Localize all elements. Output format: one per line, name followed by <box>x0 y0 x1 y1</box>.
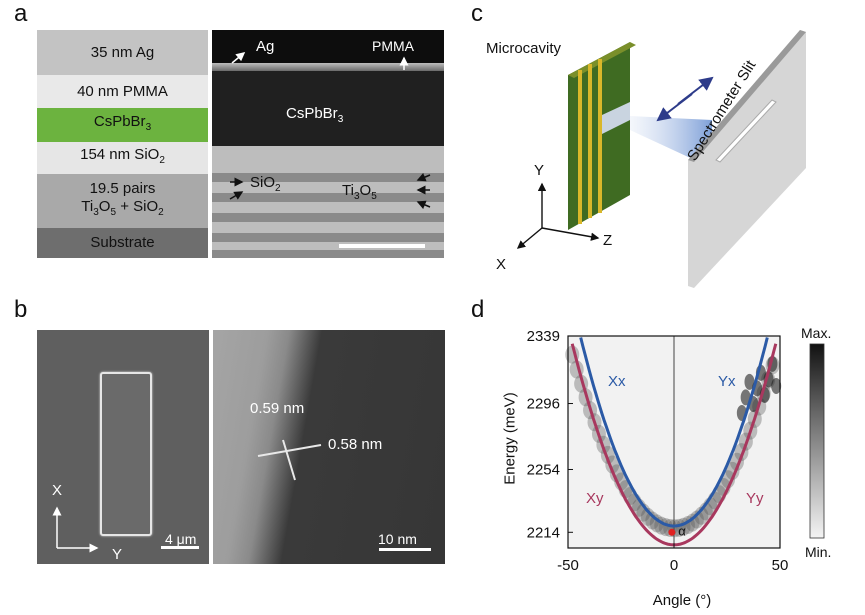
slit-plate <box>688 30 806 288</box>
intensity-spot <box>685 513 700 532</box>
sem-axis-y: Y <box>112 546 123 563</box>
sem-axes <box>52 506 99 553</box>
layer-dbr-label-2: Ti3O5 + SiO2 <box>81 198 164 218</box>
intensity-spot <box>645 511 660 530</box>
x-tick-label: -50 <box>557 557 579 574</box>
layer-cspbbr3-label: CsPbBr3 <box>93 113 152 133</box>
setup-schematic <box>516 30 806 288</box>
series-label-xy: Xy <box>586 490 604 507</box>
layer-substrate-label: Substrate <box>90 234 155 251</box>
layer-sio2-label: 154 nm SiO2 <box>80 146 165 166</box>
ti3o5-arrow-3 <box>416 200 431 210</box>
y-tick-label: 2214 <box>527 524 560 541</box>
tem-image <box>212 30 444 258</box>
lattice-lines <box>257 439 322 481</box>
x-axis-title: Angle (°) <box>652 592 712 609</box>
alpha-label: α <box>678 523 686 538</box>
intensity-spot <box>694 506 709 525</box>
tem-label-pmma: PMMA <box>372 38 414 54</box>
series-label-yx: Yx <box>718 373 736 390</box>
layer-substrate: Substrate <box>37 228 208 258</box>
layer-cspbbr3: CsPbBr3 <box>37 108 208 142</box>
hrtem-image <box>213 330 445 564</box>
intensity-spot <box>771 377 782 394</box>
tem-label-ag: Ag <box>256 38 275 55</box>
panel-label-a: a <box>14 0 28 27</box>
layer-dbr-label-1: 19.5 pairs <box>89 180 156 197</box>
tem-label-cspbbr3: CsPbBr3 <box>286 105 344 125</box>
series-line-xx-yx <box>579 337 769 528</box>
sem-scale-label: 4 μm <box>165 531 197 547</box>
layer-pmma: 40 nm PMMA <box>37 75 208 108</box>
hrtem-scale-label: 10 nm <box>378 531 417 547</box>
axis-label-y: Y <box>534 162 545 179</box>
intensity-spot <box>740 389 751 406</box>
layer-pmma-label: 40 nm PMMA <box>77 82 168 100</box>
sample-plate <box>602 102 630 134</box>
tem-label-ti3o5: Ti3O5 <box>342 182 377 202</box>
intensity-spot <box>609 464 624 483</box>
axis-label-z: Z <box>603 232 613 249</box>
axis-label-x: X <box>496 256 507 273</box>
panel-label-c: c <box>471 0 483 27</box>
y-tick-label: 2296 <box>527 396 560 413</box>
y-tick-label: 2254 <box>527 461 560 478</box>
colorbar-max-label: Max. <box>801 325 832 341</box>
sem-axis-x: X <box>52 482 63 499</box>
y-tick-label: 2339 <box>527 328 560 345</box>
intensity-spot <box>649 514 664 533</box>
intensity-spot <box>689 510 704 529</box>
panel-label-b: b <box>14 296 28 323</box>
tem-annotations <box>229 52 431 210</box>
alpha-marker <box>668 528 676 536</box>
tem-scale-bar <box>339 244 425 248</box>
microplate-outline <box>100 372 152 536</box>
ag-arrow <box>231 52 246 64</box>
lattice-spacing-2: 0.58 nm <box>328 436 383 453</box>
y-axis-title: Energy (meV) <box>501 392 519 485</box>
colorbar <box>809 343 825 539</box>
lattice-spacing-1: 0.59 nm <box>250 400 305 417</box>
x-tick-label: 50 <box>772 557 789 574</box>
series-label-yy: Yy <box>746 490 764 507</box>
panel-label-d: d <box>471 296 485 323</box>
layer-sio2: 154 nm SiO2 <box>37 142 208 174</box>
x-tick-label: 0 <box>670 557 678 574</box>
layer-ag-label: 35 nm Ag <box>90 43 155 61</box>
dispersion-chart: α Xx Yx Xy Yy 2339 2296 2254 2214 -50 0 50 <box>527 328 825 574</box>
colorbar-min-label: Min. <box>805 544 832 560</box>
hrtem-scale-bar <box>379 548 431 551</box>
ti3o5-arrow-1 <box>416 172 431 182</box>
microcavity-label: Microcavity <box>486 40 562 57</box>
light-beam <box>630 116 712 168</box>
slit-opening <box>715 99 777 163</box>
intensity-spot <box>744 373 755 390</box>
sio2-arrow-2 <box>229 191 244 200</box>
tem-label-sio2: SiO2 <box>250 174 281 194</box>
sem-image <box>37 330 209 564</box>
intensity-spot <box>640 507 655 526</box>
layer-dbr: 19.5 pairs Ti3O5 + SiO2 <box>37 174 208 228</box>
layer-ag: 35 nm Ag <box>37 30 208 75</box>
series-label-xx: Xx <box>608 373 626 390</box>
sem-scale-bar <box>161 546 199 549</box>
